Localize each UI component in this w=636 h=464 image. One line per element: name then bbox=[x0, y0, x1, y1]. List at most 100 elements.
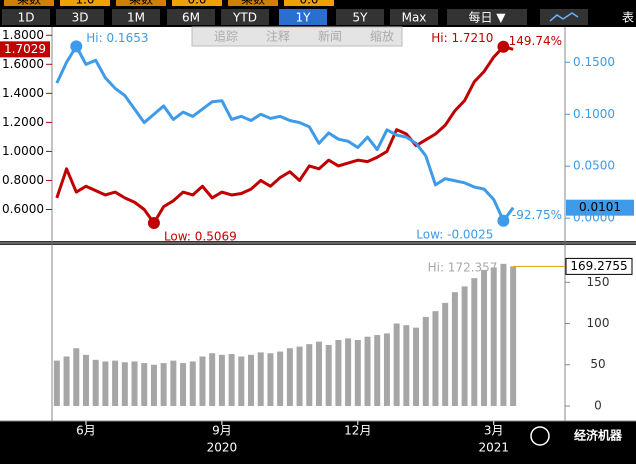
strip-text: 乘数 bbox=[241, 0, 265, 7]
hi-label: Hi: 1.7210 bbox=[431, 31, 493, 45]
bar bbox=[82, 354, 89, 406]
bar bbox=[393, 323, 400, 406]
y-tick-label: 1.2000 bbox=[2, 115, 44, 129]
bar bbox=[500, 263, 507, 406]
bar bbox=[490, 267, 497, 406]
popup-item[interactable]: 缩放 bbox=[370, 29, 394, 44]
bar bbox=[199, 356, 206, 406]
hi-marker bbox=[70, 40, 83, 53]
bar bbox=[218, 354, 225, 406]
bar bbox=[131, 361, 138, 406]
y-tick-label: 100 bbox=[587, 316, 610, 330]
chart-style-icon bbox=[549, 12, 579, 22]
last-box bbox=[0, 41, 50, 58]
x-tick-label: 9月 bbox=[212, 424, 232, 438]
bar bbox=[374, 335, 381, 406]
watermark-icon bbox=[530, 426, 550, 446]
low-label: Low: -0.0025 bbox=[416, 227, 493, 241]
bar bbox=[413, 327, 420, 406]
bar bbox=[180, 363, 187, 406]
range-button[interactable] bbox=[112, 9, 160, 25]
bar bbox=[335, 340, 342, 406]
bar bbox=[238, 356, 245, 406]
bar bbox=[345, 338, 352, 406]
bar bbox=[383, 333, 390, 406]
y-tick-label: 1.6000 bbox=[2, 57, 44, 71]
bar bbox=[471, 278, 478, 406]
bar bbox=[53, 360, 60, 406]
range-label[interactable]: 1Y bbox=[296, 11, 312, 25]
strip-cell bbox=[60, 0, 110, 6]
strip-cell bbox=[284, 0, 334, 6]
popup-item[interactable]: 新闻 bbox=[318, 29, 342, 44]
strip-cell bbox=[116, 0, 166, 6]
strip-text: 乘数 bbox=[129, 0, 153, 7]
bar bbox=[451, 292, 458, 406]
strip-text: 1.0 bbox=[75, 0, 94, 7]
range-button[interactable] bbox=[221, 9, 269, 25]
top-panel bbox=[0, 27, 636, 241]
popup-item[interactable]: 追踪 bbox=[214, 29, 238, 44]
y-tick-label: 0 bbox=[594, 398, 602, 412]
strip-text: 0.0 bbox=[187, 0, 206, 7]
last-box bbox=[565, 257, 633, 275]
bar bbox=[461, 286, 468, 406]
last-box bbox=[566, 199, 634, 216]
last-label: 0.0101 bbox=[579, 200, 621, 214]
y-tick-label: 1.0000 bbox=[2, 144, 44, 158]
bar bbox=[92, 359, 99, 406]
range-label[interactable]: Max bbox=[402, 11, 427, 25]
range-label[interactable]: 3D bbox=[72, 11, 89, 25]
chart-style-button[interactable] bbox=[540, 9, 588, 25]
change-label: 149.74% bbox=[509, 34, 562, 48]
range-button[interactable] bbox=[336, 9, 384, 25]
range-label[interactable]: 1M bbox=[127, 11, 145, 25]
y2-tick-label: 0.1500 bbox=[573, 55, 615, 69]
range-label[interactable]: 5Y bbox=[353, 11, 369, 25]
line bbox=[55, 44, 515, 223]
bar bbox=[432, 311, 439, 406]
range-label[interactable]: 6M bbox=[182, 11, 200, 25]
low-marker bbox=[497, 214, 510, 227]
frequency-label[interactable]: 每日 ▼ bbox=[468, 10, 506, 25]
x-tick-label: 12月 bbox=[344, 424, 371, 438]
range-button[interactable] bbox=[2, 9, 50, 25]
popup bbox=[191, 26, 403, 47]
strip-cell bbox=[4, 0, 54, 6]
frequency-select[interactable] bbox=[447, 9, 527, 25]
bar bbox=[422, 316, 429, 406]
bar bbox=[160, 363, 167, 406]
range-button[interactable] bbox=[167, 9, 215, 25]
strip-cell bbox=[172, 0, 222, 6]
hi-label: Hi: 0.1653 bbox=[86, 31, 148, 45]
bar bbox=[267, 353, 274, 406]
bar bbox=[403, 325, 410, 406]
range-button[interactable] bbox=[56, 9, 104, 25]
range-button[interactable] bbox=[390, 9, 438, 25]
corner-label: 表 bbox=[622, 11, 634, 25]
strip-text: 乘数 bbox=[17, 0, 41, 7]
low-label: Low: 0.5069 bbox=[164, 230, 237, 244]
bar bbox=[141, 363, 148, 406]
range-label[interactable]: 1D bbox=[18, 11, 35, 25]
range-button[interactable] bbox=[279, 9, 327, 25]
last-label: 1.7029 bbox=[4, 42, 46, 56]
range-label[interactable]: YTD bbox=[232, 11, 257, 25]
last-label: 169.2755 bbox=[570, 259, 627, 273]
low-marker bbox=[147, 217, 160, 230]
popup-item[interactable]: 注释 bbox=[266, 29, 290, 44]
y-tick-label: 1.4000 bbox=[2, 86, 44, 100]
bar bbox=[112, 360, 119, 406]
x-year-label: 2021 bbox=[478, 441, 509, 455]
bar bbox=[257, 352, 264, 406]
bar bbox=[277, 351, 284, 406]
bar bbox=[189, 361, 196, 406]
y-tick-label: 150 bbox=[587, 275, 610, 289]
x-tick-label: 3月 bbox=[484, 424, 504, 438]
bar bbox=[150, 364, 157, 406]
y-tick-label: 0.6000 bbox=[2, 202, 44, 216]
line bbox=[55, 45, 514, 225]
bar bbox=[364, 336, 371, 406]
